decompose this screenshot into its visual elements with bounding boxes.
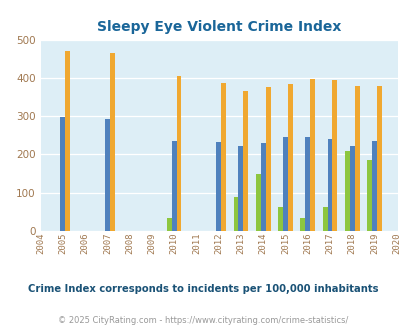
Bar <box>260 143 265 231</box>
Bar <box>216 142 221 231</box>
Bar <box>171 141 176 231</box>
Bar <box>255 174 260 231</box>
Bar <box>305 137 309 231</box>
Bar <box>166 217 171 231</box>
Title: Sleepy Eye Violent Crime Index: Sleepy Eye Violent Crime Index <box>97 20 341 34</box>
Bar <box>371 141 376 231</box>
Bar <box>327 139 332 231</box>
Bar <box>60 117 65 231</box>
Bar <box>322 207 327 231</box>
Bar <box>109 52 115 231</box>
Text: © 2025 CityRating.com - https://www.cityrating.com/crime-statistics/: © 2025 CityRating.com - https://www.city… <box>58 316 347 325</box>
Bar <box>332 80 337 231</box>
Bar <box>282 137 287 231</box>
Bar <box>233 197 238 231</box>
Text: Crime Index corresponds to incidents per 100,000 inhabitants: Crime Index corresponds to incidents per… <box>28 284 377 294</box>
Bar <box>104 119 109 231</box>
Bar <box>65 51 70 231</box>
Bar <box>376 86 381 231</box>
Bar <box>287 84 292 231</box>
Bar <box>354 85 359 231</box>
Bar <box>221 83 226 231</box>
Bar <box>366 160 371 231</box>
Bar <box>238 146 243 231</box>
Bar <box>265 87 270 231</box>
Bar <box>176 76 181 231</box>
Bar <box>309 79 314 231</box>
Bar <box>349 146 354 231</box>
Bar <box>243 90 247 231</box>
Bar <box>277 207 282 231</box>
Bar <box>344 150 349 231</box>
Bar <box>300 217 305 231</box>
